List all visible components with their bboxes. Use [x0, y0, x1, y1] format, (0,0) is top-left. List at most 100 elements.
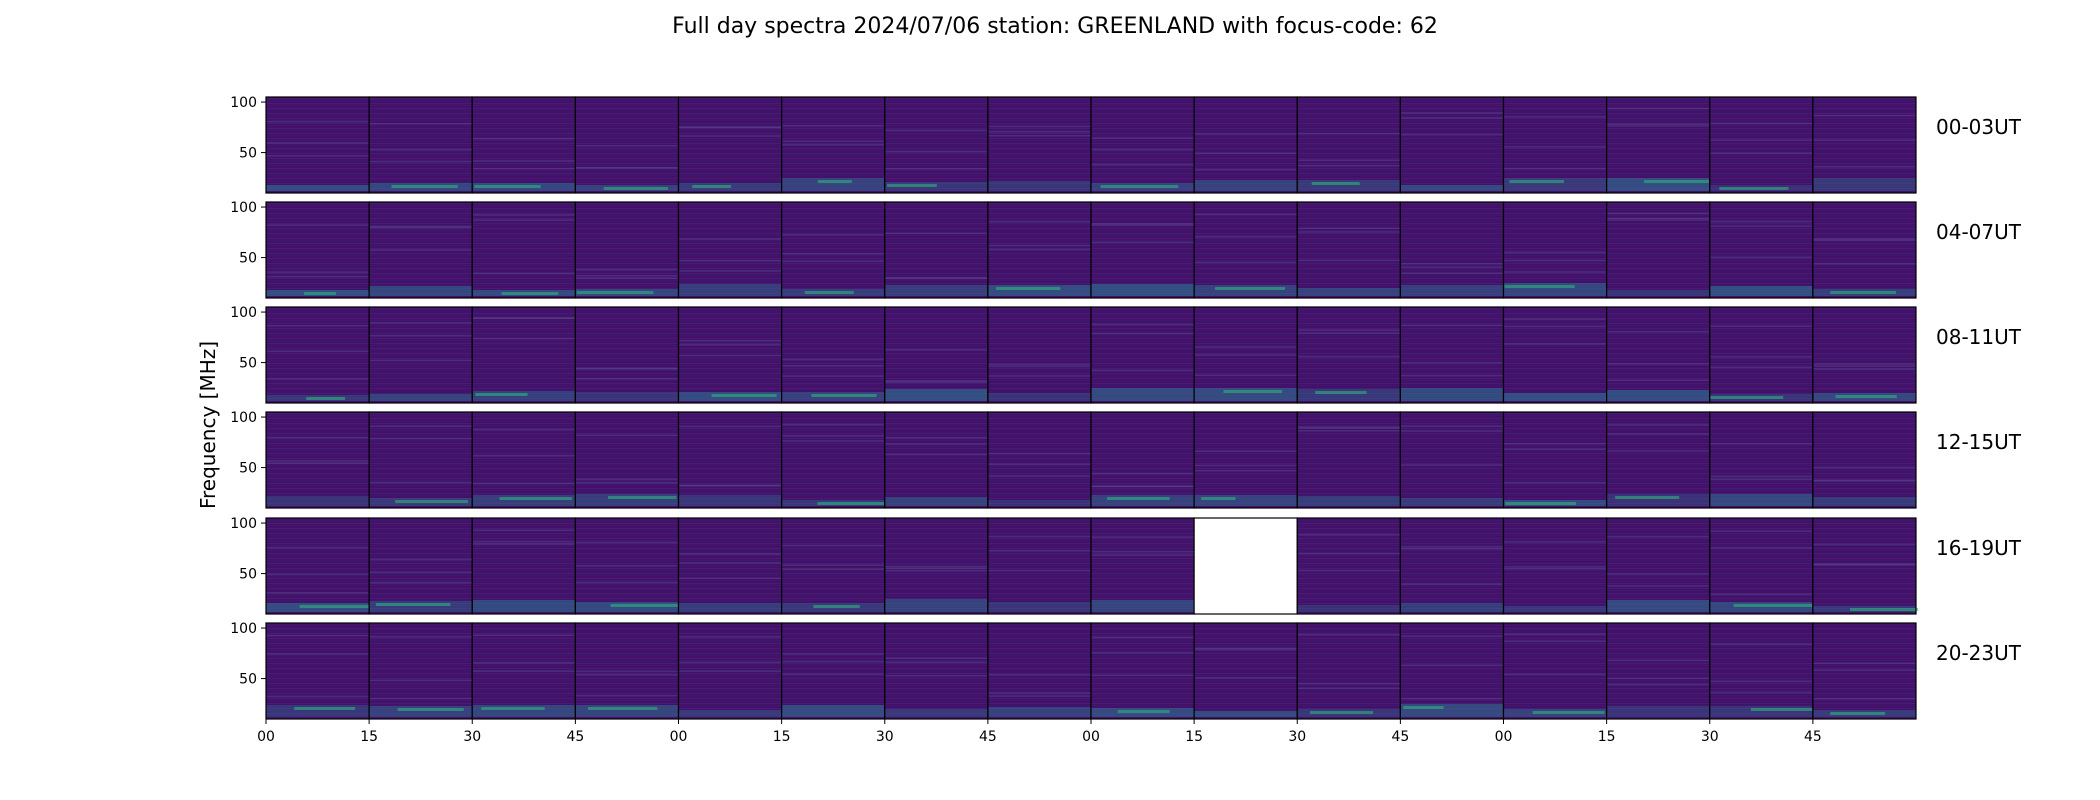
spectrum-panel — [987, 517, 1092, 615]
spectra-row: 50 100 16-19UT — [230, 516, 2022, 615]
y-tick-label: 100 — [230, 305, 257, 321]
row-time-label: 16-19UT — [1936, 536, 2022, 560]
spectrum-panel — [1709, 517, 1815, 615]
spectrum-panel — [574, 622, 680, 720]
spectrum-panel — [1502, 201, 1608, 299]
row-time-label: 00-03UT — [1936, 115, 2022, 139]
x-tick-label: 30 — [1288, 729, 1306, 745]
spectra-row: 50 100 08-11UT — [230, 305, 2022, 404]
spectrum-panel — [574, 517, 687, 615]
spectrum-panel — [677, 411, 783, 509]
x-tick-label: 15 — [1185, 729, 1203, 745]
spectrum-panel — [1399, 622, 1505, 720]
spectrum-panel — [677, 306, 783, 404]
spectrum-panel — [781, 96, 886, 194]
spectrum-panel — [368, 411, 473, 509]
x-tick-label: 30 — [1701, 729, 1719, 745]
spectrum-panel — [1296, 622, 1401, 720]
spectrum-panel — [368, 517, 473, 615]
spectrum-panel — [471, 201, 576, 299]
spectrum-panel — [1399, 96, 1505, 194]
spectrum-panel — [1090, 517, 1195, 615]
spectrum-panel — [368, 96, 473, 194]
x-tick-label: 45 — [1804, 729, 1822, 745]
spectrum-panel — [368, 622, 473, 720]
y-tick-label: 50 — [239, 567, 257, 583]
spectrum-panel — [781, 622, 886, 720]
spectrum-panel — [1606, 622, 1711, 720]
x-tick-label: 45 — [566, 729, 584, 745]
spectrum-panel — [1399, 411, 1505, 509]
x-axis-ticks: 00 15 30 45 00 15 30 45 00 15 30 45 00 15 30 45 — [257, 719, 1822, 745]
spectrum-panel — [1296, 411, 1401, 509]
row-time-label: 20-23UT — [1936, 641, 2022, 665]
spectrum-panel — [884, 306, 989, 404]
spectrum-panel — [1502, 96, 1608, 194]
spectra-row: 50 100 04-07UT — [230, 200, 2022, 299]
spectrum-panel — [884, 517, 989, 615]
y-tick-label: 50 — [239, 461, 257, 477]
spectrum-panel — [987, 201, 1092, 299]
spectrum-panel — [1193, 411, 1298, 509]
spectrum-panel — [884, 96, 989, 194]
spectrum-panel — [574, 411, 680, 509]
spectrum-panel — [987, 96, 1092, 194]
spectrum-panel — [1399, 306, 1505, 404]
spectrum-panel — [1606, 306, 1711, 404]
y-tick-label: 100 — [230, 200, 257, 216]
spectrum-panel — [884, 622, 989, 720]
spectrum-panel — [1709, 411, 1814, 509]
spectrum-panel — [471, 517, 576, 615]
x-tick-label: 15 — [1598, 729, 1616, 745]
spectrum-panel — [471, 622, 576, 720]
spectrum-panel — [1606, 517, 1711, 615]
spectrum-panel — [265, 201, 370, 299]
row-time-label: 08-11UT — [1936, 325, 2022, 349]
spectrum-panel — [1709, 201, 1814, 299]
spectrum-panel — [1606, 411, 1711, 509]
y-tick-label: 100 — [230, 95, 257, 111]
y-tick-label: 100 — [230, 621, 257, 637]
spectrum-panel — [1296, 201, 1401, 299]
spectrum-panel — [1193, 306, 1298, 404]
spectrum-panel — [1709, 306, 1814, 404]
chart-title: Full day spectra 2024/07/06 station: GRE… — [672, 14, 1438, 39]
spectrum-panel — [1709, 622, 1814, 720]
y-tick-label: 50 — [239, 356, 257, 372]
spectra-rows: 50 100 00-03UT 50 100 04-07UT 50 100 08-11UT 50 10… — [230, 95, 2022, 720]
x-tick-label: 30 — [876, 729, 894, 745]
spectrum-panel — [987, 411, 1092, 509]
spectrum-panel — [884, 201, 989, 299]
y-tick-label: 100 — [230, 516, 257, 532]
x-tick-label: 15 — [360, 729, 378, 745]
spectrum-panel — [1090, 622, 1195, 720]
spectrum-panel — [368, 306, 473, 404]
spectrum-panel — [1812, 411, 1917, 509]
y-tick-label: 50 — [239, 251, 257, 267]
row-time-label: 12-15UT — [1936, 430, 2022, 454]
spectrum-panel — [265, 517, 370, 615]
spectrum-panel — [1399, 201, 1505, 299]
spectrum-panel — [781, 306, 886, 404]
y-tick-label: 100 — [230, 410, 257, 426]
spectrum-panel — [471, 306, 576, 404]
spectrum-panel — [1296, 96, 1401, 194]
spectrum-panel — [1193, 622, 1298, 720]
spectrum-panel — [987, 622, 1092, 720]
spectrum-panel — [1090, 306, 1195, 404]
x-tick-label: 00 — [670, 729, 688, 745]
spectra-row: 50 100 20-23UT — [230, 621, 2022, 720]
spectrum-panel — [1812, 201, 1917, 299]
spectrum-panel — [1296, 306, 1401, 404]
y-axis-label: Frequency [MHz] — [196, 341, 220, 509]
spectrum-panel — [1502, 411, 1608, 509]
spectrum-panel — [368, 201, 473, 299]
spectrum-panel — [265, 306, 370, 404]
y-tick-label: 50 — [239, 672, 257, 688]
x-tick-label: 45 — [1391, 729, 1409, 745]
spectrum-panel — [677, 96, 783, 194]
x-tick-label: 45 — [979, 729, 997, 745]
spectrum-panel — [265, 411, 370, 509]
spectrum-panel — [1812, 96, 1917, 194]
